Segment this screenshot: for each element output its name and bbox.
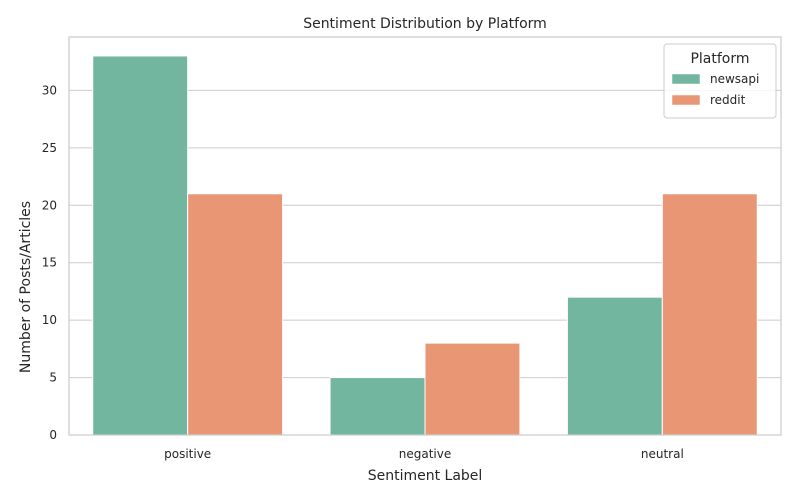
bars bbox=[92, 55, 758, 436]
y-tick-label: 0 bbox=[49, 428, 57, 442]
x-tick-label: positive bbox=[164, 447, 211, 461]
bar-reddit-negative bbox=[424, 342, 521, 436]
legend-label-newsapi: newsapi bbox=[710, 72, 759, 86]
y-tick-label: 25 bbox=[42, 141, 57, 155]
y-tick-label: 30 bbox=[42, 83, 57, 97]
tick-labels: 0 5 10 15 20 25 30 positive negative neutral bbox=[42, 83, 684, 461]
chart-title: Sentiment Distribution by Platform bbox=[303, 16, 547, 32]
legend-label-reddit: reddit bbox=[710, 93, 746, 107]
y-tick-label: 5 bbox=[49, 371, 57, 385]
legend-title: Platform bbox=[690, 51, 749, 67]
bar-newsapi-negative bbox=[329, 377, 426, 436]
y-tick-label: 10 bbox=[42, 313, 57, 327]
x-tick-label: neutral bbox=[641, 447, 684, 461]
legend: Platform newsapi reddit bbox=[663, 43, 777, 119]
bar-newsapi-positive bbox=[92, 55, 189, 436]
legend-items: newsapi reddit bbox=[671, 72, 759, 107]
y-axis-label: Number of Posts/Articles bbox=[18, 201, 34, 373]
bar-reddit-neutral bbox=[661, 193, 758, 436]
plot-frame bbox=[68, 36, 782, 436]
y-tick-label: 20 bbox=[42, 198, 57, 212]
bar-newsapi-neutral bbox=[566, 296, 663, 436]
legend-swatch-newsapi bbox=[671, 73, 701, 85]
legend-swatch-reddit bbox=[671, 94, 701, 106]
x-axis-label: Sentiment Label bbox=[368, 468, 483, 484]
y-tick-label: 15 bbox=[42, 256, 57, 270]
x-tick-label: negative bbox=[399, 447, 451, 461]
bar-reddit-positive bbox=[187, 193, 284, 436]
